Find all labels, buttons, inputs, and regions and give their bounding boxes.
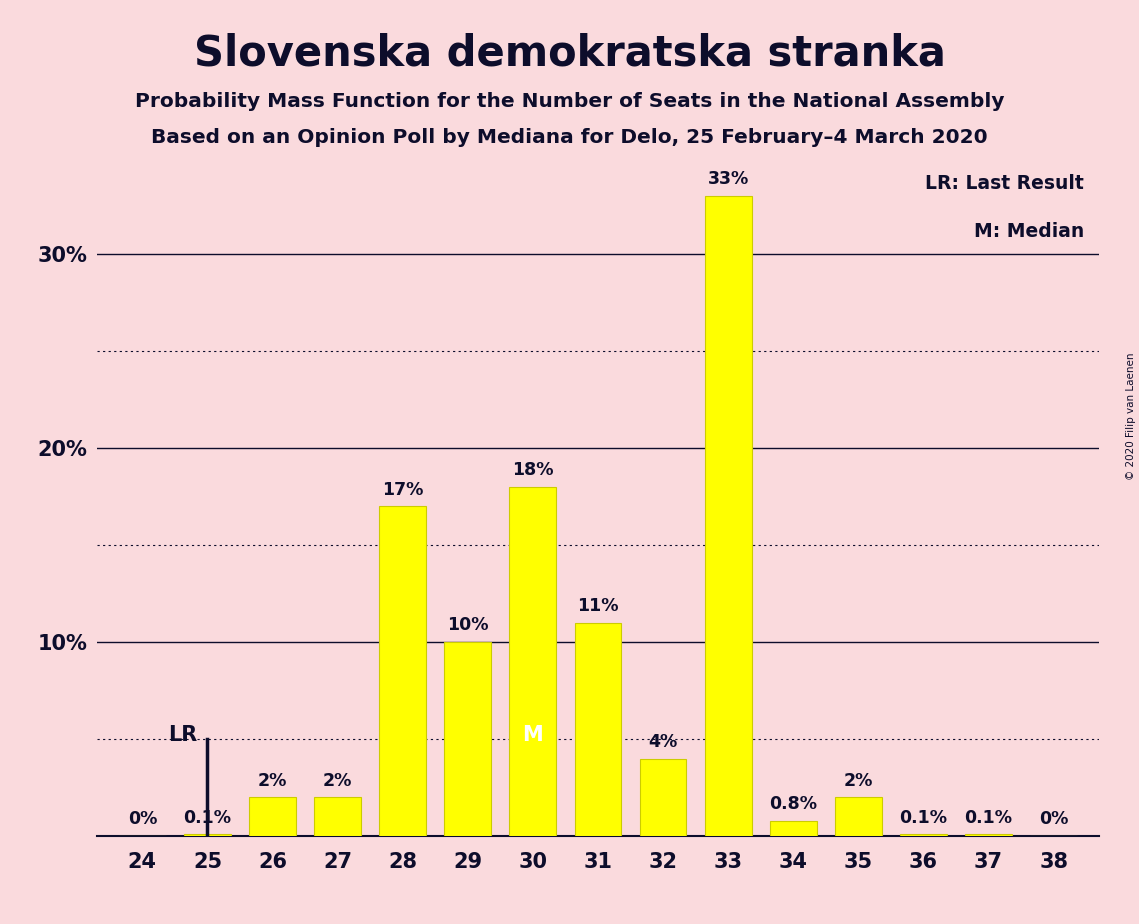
Text: 17%: 17% bbox=[382, 480, 424, 499]
Text: 10%: 10% bbox=[446, 616, 489, 635]
Text: 18%: 18% bbox=[513, 461, 554, 480]
Text: 0%: 0% bbox=[1039, 810, 1068, 829]
Bar bbox=[314, 797, 361, 836]
Text: © 2020 Filip van Laenen: © 2020 Filip van Laenen bbox=[1126, 352, 1136, 480]
Text: Based on an Opinion Poll by Mediana for Delo, 25 February–4 March 2020: Based on an Opinion Poll by Mediana for … bbox=[151, 128, 988, 147]
Bar bbox=[705, 196, 752, 836]
Text: 0.1%: 0.1% bbox=[965, 808, 1013, 827]
Bar bbox=[965, 834, 1011, 836]
Text: 2%: 2% bbox=[323, 772, 352, 790]
Bar bbox=[185, 834, 231, 836]
Text: M: Median: M: Median bbox=[974, 222, 1084, 240]
Text: LR: Last Result: LR: Last Result bbox=[925, 174, 1084, 193]
Text: M: M bbox=[523, 725, 543, 746]
Text: 2%: 2% bbox=[844, 772, 872, 790]
Text: 11%: 11% bbox=[577, 597, 618, 615]
Bar bbox=[900, 834, 947, 836]
Text: 4%: 4% bbox=[648, 733, 678, 751]
Bar bbox=[509, 487, 556, 836]
Text: 0.8%: 0.8% bbox=[769, 795, 817, 813]
Text: 0.1%: 0.1% bbox=[900, 808, 948, 827]
Text: Probability Mass Function for the Number of Seats in the National Assembly: Probability Mass Function for the Number… bbox=[134, 92, 1005, 112]
Bar bbox=[444, 642, 491, 836]
Bar bbox=[640, 759, 687, 836]
Text: LR: LR bbox=[169, 725, 198, 746]
Bar bbox=[835, 797, 882, 836]
Bar bbox=[249, 797, 296, 836]
Bar bbox=[379, 506, 426, 836]
Text: 0%: 0% bbox=[128, 810, 157, 829]
Text: 0.1%: 0.1% bbox=[183, 808, 231, 827]
Bar bbox=[574, 623, 622, 836]
Bar bbox=[770, 821, 817, 836]
Text: Slovenska demokratska stranka: Slovenska demokratska stranka bbox=[194, 32, 945, 74]
Text: 33%: 33% bbox=[707, 170, 748, 188]
Text: 2%: 2% bbox=[257, 772, 287, 790]
